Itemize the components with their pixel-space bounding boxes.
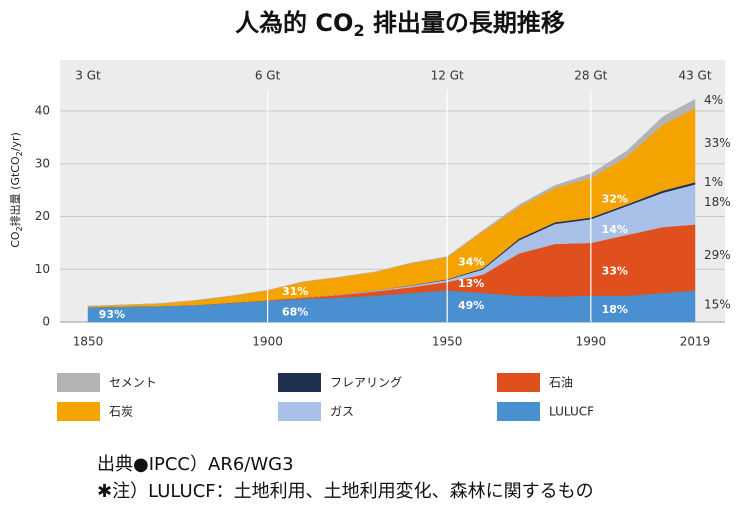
share-label: 14%	[602, 223, 628, 236]
share-label: 49%	[458, 299, 484, 312]
total-label: 6 Gt	[255, 69, 281, 83]
label-sub: 2	[15, 226, 24, 231]
title-part: 人為的 CO	[235, 9, 353, 37]
legend-label: ガス	[330, 405, 354, 419]
legend-label: フレアリング	[330, 376, 402, 390]
share-label: 32%	[602, 193, 628, 206]
title-part: 排出量の長期推移	[365, 9, 565, 37]
legend-label: 石炭	[109, 405, 133, 419]
legend-swatch	[278, 373, 321, 392]
share-label: 68%	[282, 306, 308, 319]
total-label: 12 Gt	[431, 69, 464, 83]
chart-title: 人為的 CO2 排出量の長期推移	[235, 9, 565, 40]
label-part: /yr)	[9, 132, 22, 151]
share-label-right: 1%	[704, 175, 723, 189]
share-label: 34%	[458, 255, 484, 268]
y-tick-label: 40	[35, 104, 50, 118]
share-label: 13%	[458, 277, 484, 290]
share-label: 18%	[602, 303, 628, 316]
footnote: ✱注）LULUCF：土地利用、土地利用変化、森林に関するもの	[97, 481, 594, 502]
share-label: 93%	[99, 308, 125, 321]
y-tick-label: 30	[35, 156, 50, 170]
legend-label: LULUCF	[549, 405, 594, 419]
share-label: 33%	[602, 264, 628, 277]
share-label-right: 18%	[704, 195, 731, 209]
total-label: 28 Gt	[574, 69, 607, 83]
y-tick-label: 20	[35, 209, 50, 223]
share-label-right: 29%	[704, 248, 731, 262]
share-label: 31%	[282, 285, 308, 298]
legend-swatch	[57, 402, 100, 421]
total-label: 3 Gt	[75, 69, 101, 83]
title-sub: 2	[353, 21, 364, 40]
y-tick-label: 0	[42, 315, 50, 329]
area	[87, 98, 696, 307]
share-label-right: 4%	[704, 93, 723, 107]
y-axis-label: CO2排出量 (GtCO2/yr)	[8, 132, 24, 248]
total-label: 43 Gt	[678, 69, 711, 83]
source-note: 出典●IPCC）AR6/WG3	[97, 454, 294, 475]
y-tick-label: 10	[35, 262, 50, 276]
legend-label: 石油	[549, 376, 573, 390]
label-sub: 2	[15, 151, 24, 156]
legend-swatch	[497, 402, 540, 421]
x-tick-label: 1950	[432, 335, 463, 349]
share-label-right: 15%	[704, 298, 731, 312]
x-tick-label: 1990	[576, 335, 607, 349]
legend-label: セメント	[109, 376, 157, 390]
label-part: CO	[9, 231, 22, 248]
legend-swatch	[278, 402, 321, 421]
legend-swatch	[57, 373, 100, 392]
x-tick-label: 1900	[252, 335, 283, 349]
x-tick-label: 2019	[680, 335, 711, 349]
legend-swatch	[497, 373, 540, 392]
label-part: 排出量 (GtCO	[8, 156, 22, 226]
share-label-right: 33%	[704, 136, 731, 150]
x-tick-label: 1850	[73, 335, 104, 349]
